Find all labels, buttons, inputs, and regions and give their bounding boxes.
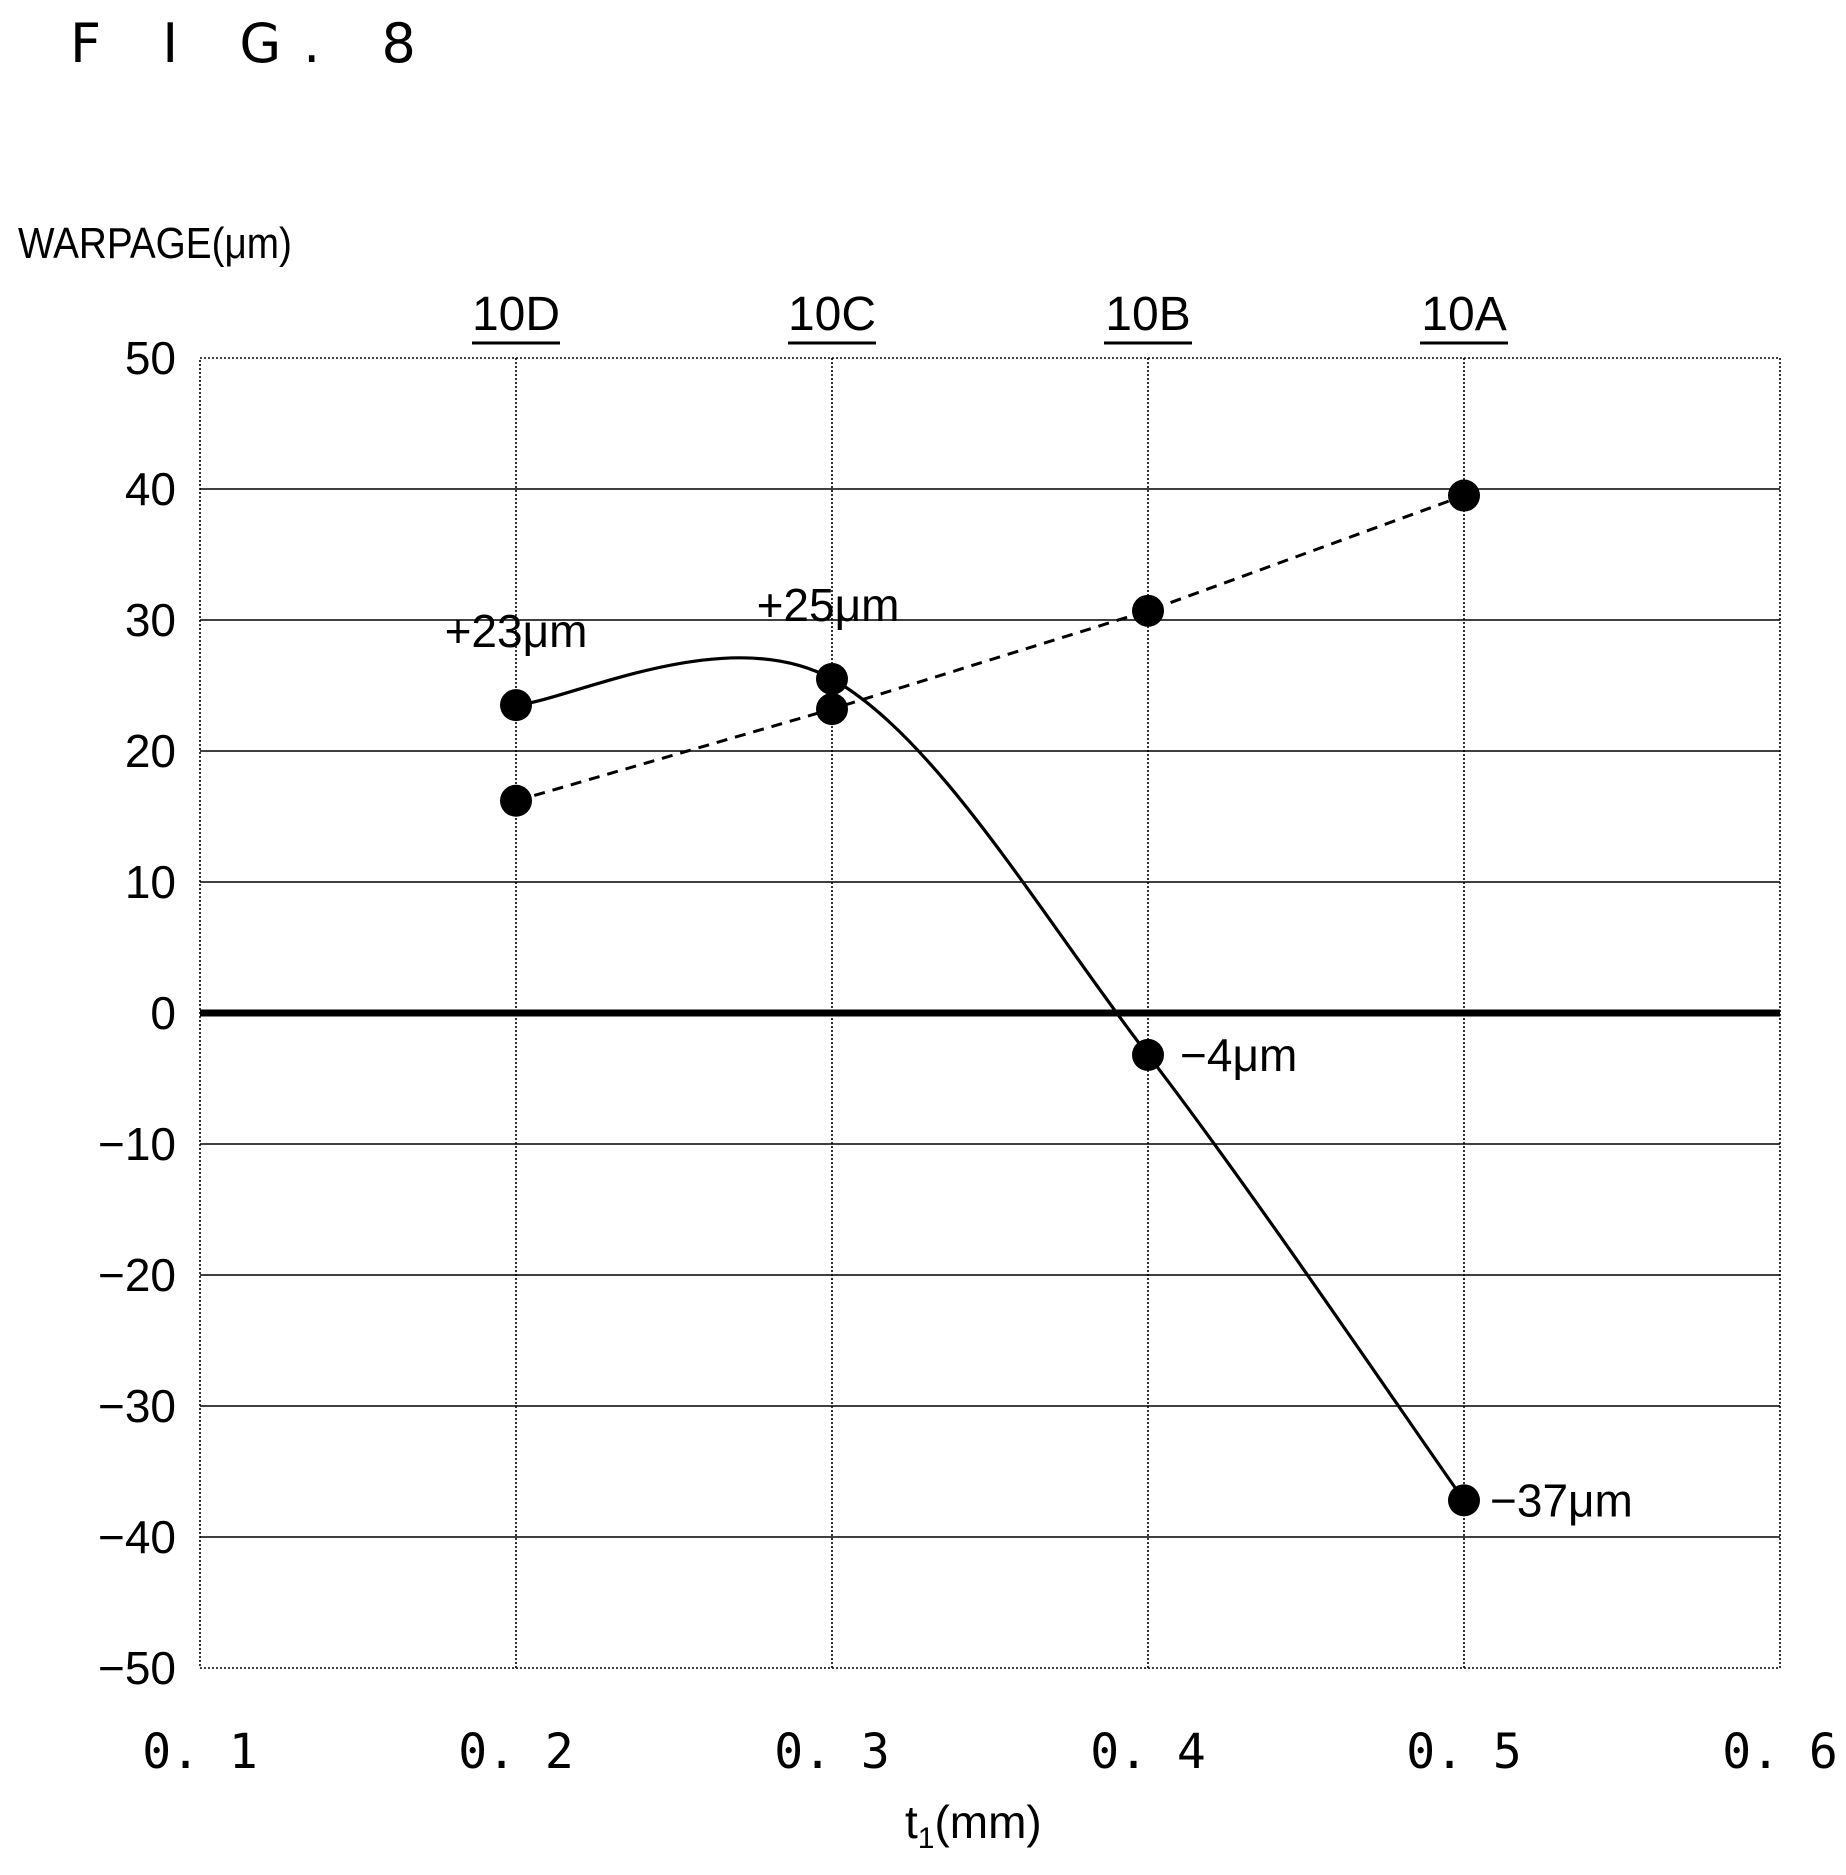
series-line-dashed <box>515 494 1465 803</box>
value-annotation: +23μm <box>445 605 588 657</box>
data-point-dashed-series <box>816 693 848 726</box>
y-axis-label: WARPAGE(μm) <box>18 218 292 268</box>
y-tick-label: 20 <box>125 725 176 777</box>
data-point-solid-series <box>1448 1484 1480 1517</box>
x-tick-label: 0. 4 <box>1090 1724 1206 1780</box>
y-tick-label: 50 <box>125 332 176 384</box>
y-tick-label: −10 <box>98 1118 176 1170</box>
y-tick-label: 40 <box>125 463 176 515</box>
x-tick-label: 0. 1 <box>142 1724 258 1780</box>
y-tick-label: −30 <box>98 1380 176 1432</box>
x-tick-label: 0. 3 <box>774 1724 890 1780</box>
labels-group: WARPAGE(μm) t1(mm) 50 40 30 20 10 0 −10 −20 −30 −… <box>18 218 1838 1855</box>
top-category-label: 10D <box>472 288 560 341</box>
top-category-label: 10C <box>788 288 876 341</box>
x-tick-label: 0. 6 <box>1722 1724 1838 1780</box>
series-group <box>515 494 1466 1502</box>
y-tick-label: 0 <box>150 987 176 1039</box>
plot-frame <box>199 357 1781 1669</box>
data-point-dashed-series <box>500 784 532 817</box>
figure-label: F I G. 8 <box>70 12 438 75</box>
y-tick-label: −50 <box>98 1642 176 1694</box>
y-tick-label: −20 <box>98 1249 176 1301</box>
y-tick-label: −40 <box>98 1511 176 1563</box>
grid <box>200 358 1780 1668</box>
data-point-solid-series <box>500 689 532 722</box>
value-annotation: −37μm <box>1490 1474 1633 1526</box>
plot-border <box>199 357 1781 1669</box>
series-line-solid <box>515 656 1466 1502</box>
x-tick-label: 0. 5 <box>1406 1724 1522 1780</box>
x-axis-label-unit: (mm) <box>934 1796 1041 1848</box>
top-category-label: 10B <box>1105 288 1190 341</box>
x-axis-label-main: t <box>905 1796 918 1848</box>
points-group <box>500 479 1480 1517</box>
data-point-dashed-series <box>1448 479 1480 512</box>
y-tick-label: 30 <box>125 594 176 646</box>
data-point-dashed-series <box>1132 594 1164 627</box>
y-tick-label: 10 <box>125 856 176 908</box>
value-annotation: +25μm <box>757 579 900 631</box>
x-axis-label: t1(mm) <box>905 1796 1042 1855</box>
x-axis-label-subscript: 1 <box>918 1822 935 1855</box>
value-annotation: −4μm <box>1180 1029 1297 1081</box>
data-point-solid-series <box>816 662 848 695</box>
top-category-label: 10A <box>1421 288 1506 341</box>
x-tick-label: 0. 2 <box>458 1724 574 1780</box>
data-point-solid-series <box>1132 1038 1164 1071</box>
